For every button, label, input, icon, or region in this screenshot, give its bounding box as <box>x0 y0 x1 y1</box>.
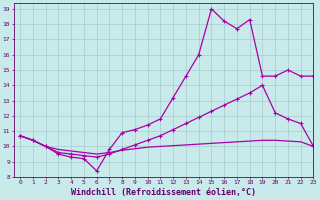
X-axis label: Windchill (Refroidissement éolien,°C): Windchill (Refroidissement éolien,°C) <box>71 188 256 197</box>
